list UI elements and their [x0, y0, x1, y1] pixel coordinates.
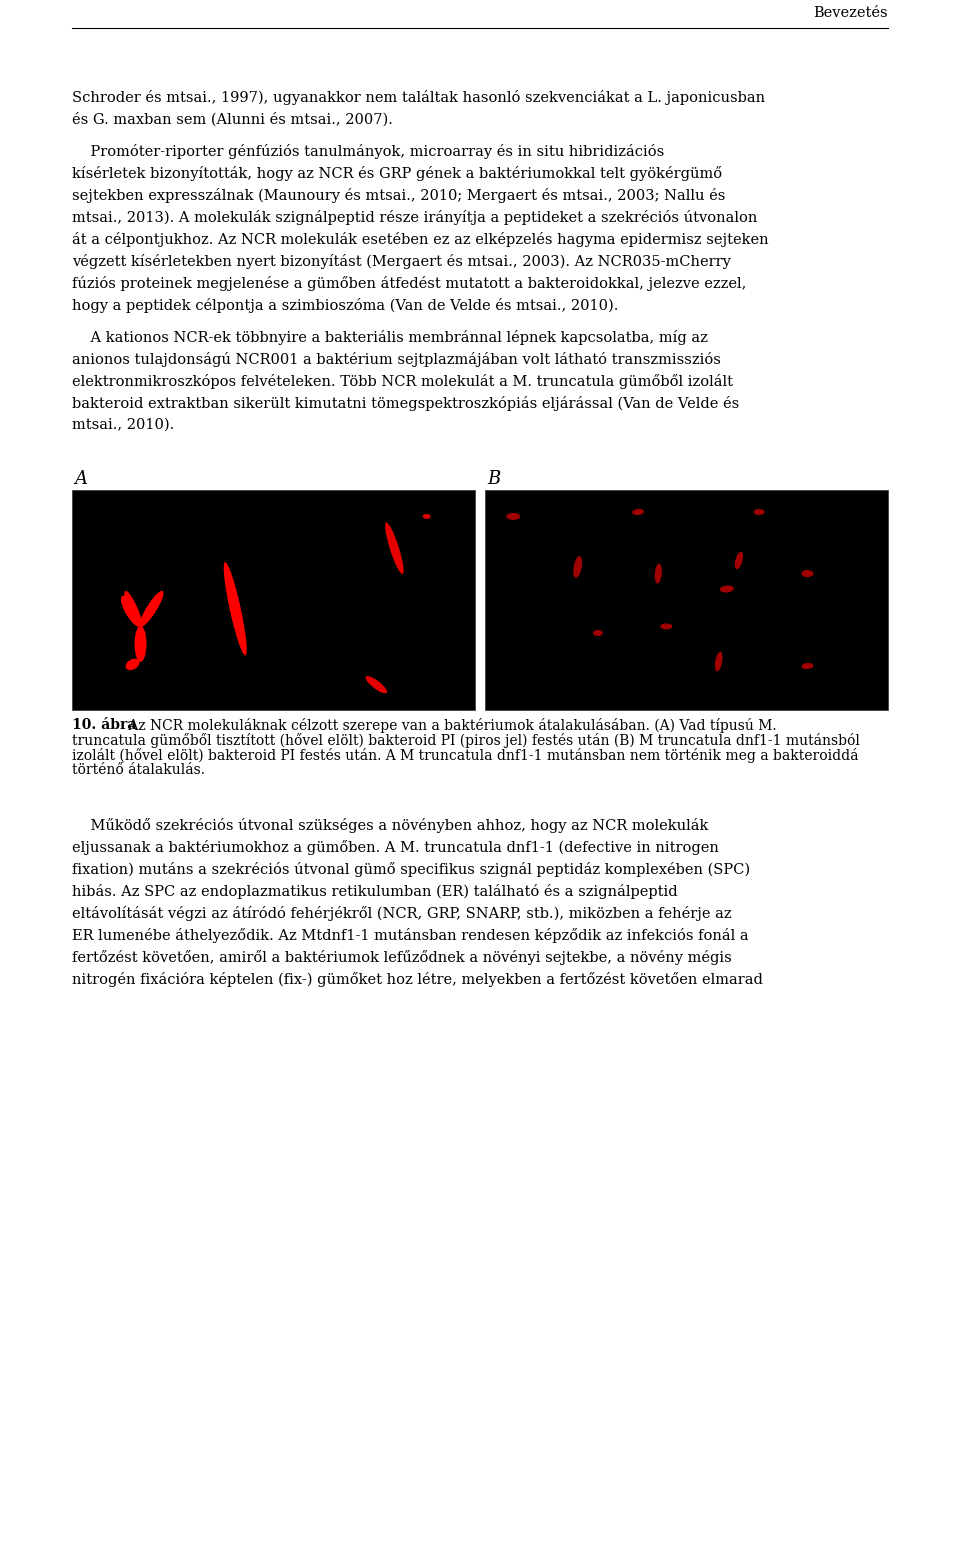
Text: Az NCR molekuláknak célzott szerepe van a baktériumok átalakulásában. (A) Vad tí: Az NCR molekuláknak célzott szerepe van …	[124, 717, 777, 733]
Text: át a célpontjukhoz. Az NCR molekulák esetében ez az elképzelés hagyma epidermisz: át a célpontjukhoz. Az NCR molekulák ese…	[72, 231, 769, 247]
Ellipse shape	[802, 663, 813, 669]
Text: eltávolítását végzi az átíródó fehérjékről (NCR, GRP, SNARP, stb.), miközben a f: eltávolítását végzi az átíródó fehérjékr…	[72, 905, 732, 921]
Ellipse shape	[134, 626, 147, 662]
Text: hogy a peptidek célpontja a szimbioszóma (Van de Velde és mtsai., 2010).: hogy a peptidek célpontja a szimbioszóma…	[72, 298, 618, 314]
Text: nitrogén fixációra képtelen (fix-) gümőket hoz létre, melyekben a fertőzést köve: nitrogén fixációra képtelen (fix-) gümők…	[72, 972, 763, 988]
Ellipse shape	[715, 652, 723, 671]
Ellipse shape	[632, 509, 644, 516]
Text: történő átalakulás.: történő átalakulás.	[72, 763, 205, 776]
Ellipse shape	[593, 631, 603, 637]
Ellipse shape	[573, 556, 582, 578]
Text: mtsai., 2010).: mtsai., 2010).	[72, 418, 175, 432]
Text: B: B	[487, 471, 500, 488]
Bar	[485, 491, 888, 710]
Ellipse shape	[655, 564, 661, 584]
Text: elektronmikroszkópos felvételeken. Több NCR molekulát a M. truncatula gümőből iz: elektronmikroszkópos felvételeken. Több …	[72, 374, 733, 388]
Text: anionos tulajdonságú NCR001 a baktérium sejtplazmájában volt látható transzmissz: anionos tulajdonságú NCR001 a baktérium …	[72, 353, 721, 367]
Text: kísérletek bizonyították, hogy az NCR és GRP gének a baktériumokkal telt gyökérg: kísérletek bizonyították, hogy az NCR és…	[72, 166, 722, 182]
Ellipse shape	[121, 596, 142, 627]
Ellipse shape	[139, 590, 163, 627]
Text: Promóter-riporter génfúziós tanulmányok, microarray és in situ hibridizációs: Promóter-riporter génfúziós tanulmányok,…	[72, 144, 664, 158]
Text: ER lumenébe áthelyeződik. Az Mtdnf1-1 mutánsban rendesen képződik az infekciós f: ER lumenébe áthelyeződik. Az Mtdnf1-1 mu…	[72, 929, 749, 943]
Ellipse shape	[802, 570, 813, 578]
Text: A kationos NCR-ek többnyire a bakteriális membránnal lépnek kapcsolatba, míg az: A kationos NCR-ek többnyire a bakteriáli…	[72, 329, 708, 345]
Ellipse shape	[660, 623, 672, 629]
Text: Működő szekréciós útvonal szükséges a növényben ahhoz, hogy az NCR molekulák: Működő szekréciós útvonal szükséges a nö…	[72, 818, 708, 832]
Text: truncatula gümőből tisztított (hővel elölt) bakteroid PI (piros jel) festés után: truncatula gümőből tisztított (hővel elö…	[72, 733, 860, 749]
Bar	[72, 491, 475, 710]
Text: A: A	[74, 471, 87, 488]
Text: mtsai., 2013). A molekulák szignálpeptid része irányítja a peptideket a szekréci: mtsai., 2013). A molekulák szignálpeptid…	[72, 210, 757, 225]
Ellipse shape	[720, 585, 733, 593]
Text: fixation) mutáns a szekréciós útvonal gümő specifikus szignál peptidáz komplexéb: fixation) mutáns a szekréciós útvonal gü…	[72, 862, 750, 877]
Ellipse shape	[124, 590, 142, 627]
Ellipse shape	[734, 551, 743, 568]
Text: végzett kísérletekben nyert bizonyítást (Mergaert és mtsai., 2003). Az NCR035-mC: végzett kísérletekben nyert bizonyítást …	[72, 255, 731, 269]
Text: fúziós proteinek megjelenése a gümőben átfedést mutatott a bakteroidokkal, jelez: fúziós proteinek megjelenése a gümőben á…	[72, 276, 746, 290]
Ellipse shape	[506, 512, 520, 520]
Text: bakteroid extraktban sikerült kimutatni tömegspektroszkópiás eljárással (Van de : bakteroid extraktban sikerült kimutatni …	[72, 396, 739, 412]
Text: izolált (hővel elölt) bakteroid PI festés után. A M truncatula dnf1-1 mutánsban : izolált (hővel elölt) bakteroid PI festé…	[72, 749, 858, 763]
Text: Bevezetés: Bevezetés	[813, 6, 888, 20]
Text: Schroder és mtsai., 1997), ugyanakkor nem találtak hasonló szekvenciákat a L. ja: Schroder és mtsai., 1997), ugyanakkor ne…	[72, 90, 765, 106]
Ellipse shape	[422, 514, 431, 519]
Ellipse shape	[224, 562, 247, 655]
Ellipse shape	[385, 522, 403, 575]
Ellipse shape	[754, 509, 764, 516]
Text: sejtekben expresszálnak (Maunoury és mtsai., 2010; Mergaert és mtsai., 2003; Nal: sejtekben expresszálnak (Maunoury és mts…	[72, 188, 726, 203]
Text: fertőzést követően, amiről a baktériumok lefűződnek a növényi sejtekbe, a növény: fertőzést követően, amiről a baktériumok…	[72, 950, 732, 964]
Text: és G. maxban sem (Alunni és mtsai., 2007).: és G. maxban sem (Alunni és mtsai., 2007…	[72, 112, 393, 126]
Text: hibás. Az SPC az endoplazmatikus retikulumban (ER) található és a szignálpeptid: hibás. Az SPC az endoplazmatikus retikul…	[72, 884, 678, 899]
Text: 10. ábra: 10. ábra	[72, 717, 136, 731]
Text: eljussanak a baktériumokhoz a gümőben. A M. truncatula dnf1-1 (defective in nitr: eljussanak a baktériumokhoz a gümőben. A…	[72, 840, 719, 856]
Ellipse shape	[126, 658, 139, 671]
Ellipse shape	[366, 676, 387, 693]
